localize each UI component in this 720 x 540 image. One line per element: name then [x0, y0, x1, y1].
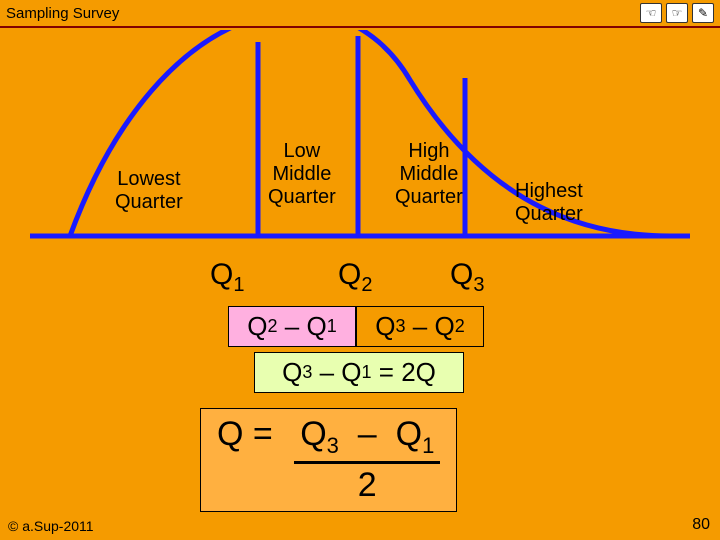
formula-q-definition: Q = Q3 – Q1 2: [200, 408, 457, 512]
slide: Sampling Survey ☜ ☞ ✎ Lowest Quarter Low…: [0, 0, 720, 540]
footer-page-number: 80: [692, 516, 710, 534]
text: Quarter: [395, 186, 463, 208]
text: Q: [300, 415, 326, 453]
text: Highest: [515, 180, 583, 202]
text: Q: [247, 311, 267, 342]
header-icons: ☜ ☞ ✎: [640, 3, 714, 23]
text: Low: [284, 140, 321, 162]
text: Q: [396, 415, 422, 453]
sub: 3: [396, 316, 406, 337]
text: Q: [282, 357, 302, 388]
sub: 3: [473, 274, 484, 296]
sub: 2: [455, 316, 465, 337]
text: Q: [341, 357, 361, 388]
text: Q: [434, 311, 454, 342]
label-lowest-quarter: Lowest Quarter: [115, 168, 183, 214]
footer-copyright: © a.Sup-2011: [8, 518, 94, 534]
header-title: Sampling Survey: [6, 5, 119, 22]
text: Q: [210, 258, 233, 291]
text: Q: [306, 311, 326, 342]
box-q3-minus-q1-equals-2q: Q3 – Q1 = 2Q: [254, 352, 464, 393]
hand-write-icon[interactable]: ✎: [692, 3, 714, 23]
sub: 1: [422, 433, 434, 458]
marker-q3: Q3: [450, 258, 484, 297]
header-bar: Sampling Survey ☜ ☞ ✎: [0, 0, 720, 28]
text: Q: [450, 258, 473, 291]
formula-box: Q = Q3 – Q1 2: [200, 408, 457, 512]
hand-left-icon[interactable]: ☜: [640, 3, 662, 23]
hand-right-icon[interactable]: ☞: [666, 3, 688, 23]
denominator: 2: [358, 464, 377, 505]
text: Quarter: [515, 203, 583, 225]
sub: 2: [268, 316, 278, 337]
text: Middle: [272, 163, 331, 185]
label-high-middle-quarter: High Middle Quarter: [395, 140, 463, 209]
sub: 1: [362, 362, 372, 383]
fraction: Q3 – Q1 2: [294, 415, 440, 505]
numerator: Q3 – Q1: [294, 415, 440, 461]
sub: 1: [233, 274, 244, 296]
text: Middle: [399, 163, 458, 185]
marker-q2: Q2: [338, 258, 372, 297]
text: = 2Q: [379, 357, 436, 388]
sub: 2: [361, 274, 372, 296]
label-highest-quarter: Highest Quarter: [515, 180, 583, 226]
box-q3-minus-q2: Q3 – Q2: [356, 306, 484, 347]
marker-q1: Q1: [210, 258, 244, 297]
text: Lowest: [117, 168, 180, 190]
curve-svg: [30, 30, 690, 250]
text: Q: [375, 311, 395, 342]
box-q2-minus-q1: Q2 – Q1: [228, 306, 356, 347]
sub: 3: [302, 362, 312, 383]
label-low-middle-quarter: Low Middle Quarter: [268, 140, 336, 209]
sub: 3: [327, 433, 339, 458]
text: Q: [338, 258, 361, 291]
curve-diagram: [30, 30, 690, 250]
sub: 1: [327, 316, 337, 337]
text: Q =: [217, 415, 273, 453]
text: Quarter: [115, 191, 183, 213]
text: High: [408, 140, 449, 162]
text: Quarter: [268, 186, 336, 208]
